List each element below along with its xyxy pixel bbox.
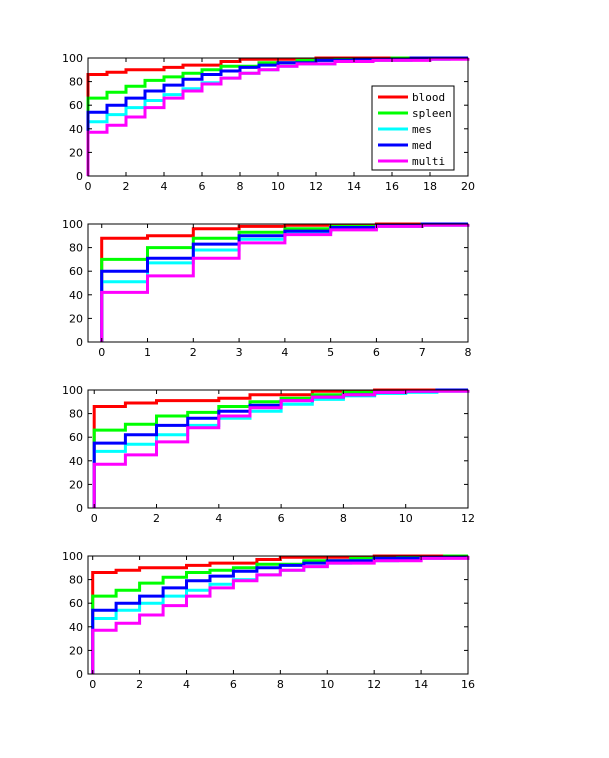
y-tick-label: 40 — [69, 289, 83, 302]
y-tick-label: 100 — [62, 384, 83, 397]
y-tick-label: 100 — [62, 218, 83, 231]
axes-frame — [87, 389, 469, 509]
x-tick-label: 10 — [320, 678, 334, 691]
x-tick-label: 10 — [271, 180, 285, 193]
x-tick-label: 2 — [123, 180, 130, 193]
x-tick-label: 2 — [136, 678, 143, 691]
y-tick-label: 0 — [76, 336, 83, 349]
legend-label-spleen: spleen — [412, 107, 452, 120]
y-tick-label: 20 — [69, 644, 83, 657]
x-tick-label: 4 — [183, 678, 190, 691]
x-tick-label: 8 — [340, 512, 347, 525]
x-tick-label: 7 — [419, 346, 426, 359]
subplot-3: 0 2 4 6 8 10 12 0 20 40 60 80 100 — [62, 384, 475, 525]
series-line-med — [86, 56, 468, 176]
x-tick-label: 14 — [347, 180, 361, 193]
y-tick-label: 20 — [69, 146, 83, 159]
y-tick-label: 80 — [69, 76, 83, 89]
y-tick-label: 0 — [76, 668, 83, 681]
y-tick-label: 80 — [69, 242, 83, 255]
y-tick-label: 60 — [69, 431, 83, 444]
x-tick-label: 0 — [91, 512, 98, 525]
x-tick-label: 0 — [98, 346, 105, 359]
series-line-multi — [86, 57, 470, 176]
series-line-blood — [91, 554, 468, 674]
y-tick-label: 60 — [69, 99, 83, 112]
x-tick-label: 3 — [236, 346, 243, 359]
y-tick-label: 40 — [69, 455, 83, 468]
y-tick-label: 100 — [62, 52, 83, 65]
series-line-blood — [86, 56, 468, 176]
x-tick-label: 6 — [278, 512, 285, 525]
x-tick-label: 4 — [215, 512, 222, 525]
x-tick-label: 0 — [89, 678, 96, 691]
x-tick-label: 20 — [461, 180, 475, 193]
subplot-1: 0 2 4 6 8 10 12 14 16 18 20 0 20 40 60 80 100 blood spleen… — [62, 52, 475, 193]
axes-frame — [87, 223, 469, 343]
legend-label-blood: blood — [412, 91, 445, 104]
subplot-4: 0 2 4 6 8 10 12 14 16 0 20 40 60 80 100 — [62, 550, 475, 691]
y-tick-label: 80 — [69, 408, 83, 421]
y-tick-label: 80 — [69, 574, 83, 587]
x-tick-label: 18 — [423, 180, 437, 193]
y-tick-label: 20 — [69, 478, 83, 491]
x-tick-label: 4 — [281, 346, 288, 359]
legend: blood spleen mes med multi — [371, 85, 455, 171]
legend-label-med: med — [412, 139, 432, 152]
y-tick-label: 0 — [76, 502, 83, 515]
y-tick-label: 0 — [76, 170, 83, 183]
y-tick-label: 40 — [69, 123, 83, 136]
y-tick-label: 20 — [69, 312, 83, 325]
y-tick-label: 60 — [69, 597, 83, 610]
x-tick-label: 8 — [237, 180, 244, 193]
x-tick-label: 4 — [161, 180, 168, 193]
x-tick-label: 2 — [190, 346, 197, 359]
x-tick-label: 16 — [385, 180, 399, 193]
axes-frame — [87, 555, 469, 675]
series-line-multi — [91, 556, 470, 674]
x-tick-label: 14 — [414, 678, 428, 691]
x-tick-label: 10 — [399, 512, 413, 525]
x-tick-label: 6 — [373, 346, 380, 359]
y-tick-label: 60 — [69, 265, 83, 278]
x-tick-label: 2 — [153, 512, 160, 525]
x-tick-label: 12 — [367, 678, 381, 691]
x-tick-label: 8 — [465, 346, 472, 359]
x-tick-label: 6 — [199, 180, 206, 193]
series-line-multi — [92, 389, 470, 508]
x-tick-label: 5 — [327, 346, 334, 359]
y-tick-label: 100 — [62, 550, 83, 563]
x-tick-label: 0 — [85, 180, 92, 193]
x-tick-label: 16 — [461, 678, 475, 691]
legend-label-mes: mes — [412, 123, 432, 136]
x-tick-label: 8 — [277, 678, 284, 691]
y-tick-label: 40 — [69, 621, 83, 634]
x-tick-label: 6 — [230, 678, 237, 691]
x-tick-label: 12 — [309, 180, 323, 193]
x-tick-label: 12 — [461, 512, 475, 525]
plot-area — [88, 390, 468, 508]
legend-label-multi: multi — [412, 155, 445, 168]
x-tick-label: 1 — [144, 346, 151, 359]
